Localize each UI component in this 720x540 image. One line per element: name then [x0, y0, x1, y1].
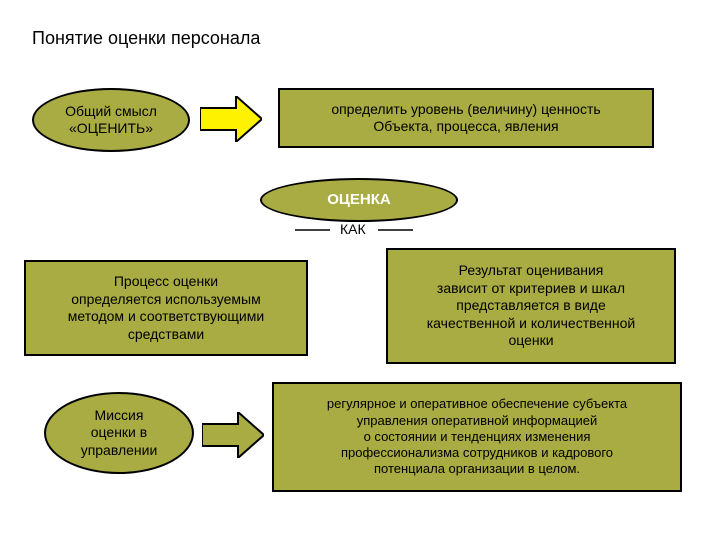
box-mission-desc-text: регулярное и оперативное обеспечение суб… — [327, 396, 627, 477]
arrow-right-2 — [202, 412, 264, 458]
kak-line-left — [295, 228, 330, 232]
box-result-text: Результат оцениваниязависит от критериев… — [427, 262, 636, 350]
ellipse-general-meaning: Общий смысл«ОЦЕНИТЬ» — [32, 88, 190, 152]
ellipse-general-meaning-text: Общий смысл«ОЦЕНИТЬ» — [65, 103, 157, 138]
ellipse-ocenka: ОЦЕНКА — [260, 178, 458, 222]
box-process-text: Процесс оценкиопределяется используемымм… — [68, 273, 264, 343]
kak-line-right — [378, 228, 413, 232]
box-define-level: определить уровень (величину) ценностьОб… — [278, 88, 654, 148]
ellipse-mission: Миссияоценки вуправлении — [44, 392, 194, 474]
page-title: Понятие оценки персонала — [32, 28, 260, 49]
kak-label: КАК — [340, 221, 366, 237]
ellipse-mission-text: Миссияоценки вуправлении — [81, 407, 158, 460]
box-define-level-text: определить уровень (величину) ценностьОб… — [331, 101, 600, 136]
kak-label-text: КАК — [340, 221, 366, 237]
box-process: Процесс оценкиопределяется используемымм… — [24, 260, 308, 356]
ellipse-ocenka-text: ОЦЕНКА — [327, 191, 390, 210]
box-result: Результат оцениваниязависит от критериев… — [386, 248, 676, 364]
arrow-right-1 — [200, 96, 262, 142]
box-mission-desc: регулярное и оперативное обеспечение суб… — [272, 382, 682, 492]
